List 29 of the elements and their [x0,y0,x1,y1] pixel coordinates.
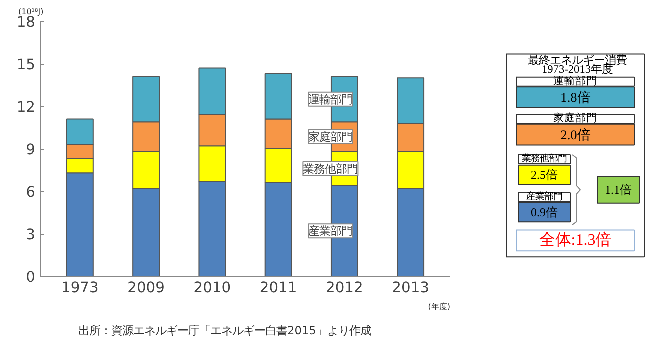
x-tick-label: 2012 [326,280,364,296]
x-axis-title: (年度) [428,302,451,312]
y-tick-label: 9 [26,142,36,158]
x-tick-label: 2011 [260,280,298,296]
series-label: 運輸部門 [308,92,353,106]
series-label: 産業部門 [308,224,353,238]
category-label: 業務他部門 [522,153,567,164]
x-tick-label: 2013 [392,280,430,296]
category-label: 家庭部門 [554,112,598,125]
x-tick-label: 1973 [62,280,99,296]
text: 1.8倍 [560,90,590,106]
text: 1.1倍 [605,183,632,198]
category-label: 産業部門 [526,191,562,202]
text: 全体:1.3倍 [539,231,612,250]
y-tick-label: 15 [16,56,36,74]
y-axis-title: (10¹⁸J) [18,8,44,16]
y-tick-label: 18 [16,14,36,31]
y-tick-label: 12 [16,99,36,116]
text: 2.5倍 [531,168,558,182]
series-label: 家庭部門 [308,130,353,144]
category-label: 運輸部門 [554,74,598,88]
text: 出所：資源エネルギー庁「エネルギー白書2015」より作成 [78,324,372,338]
x-tick-label: 2010 [194,280,232,296]
x-tick-label: 2009 [128,280,165,296]
text: 2.0倍 [560,127,590,142]
y-tick-label: 6 [26,184,36,201]
text: 0.9倍 [531,205,558,220]
y-tick-label: 0 [26,269,36,286]
y-tick-label: 3 [26,226,36,244]
